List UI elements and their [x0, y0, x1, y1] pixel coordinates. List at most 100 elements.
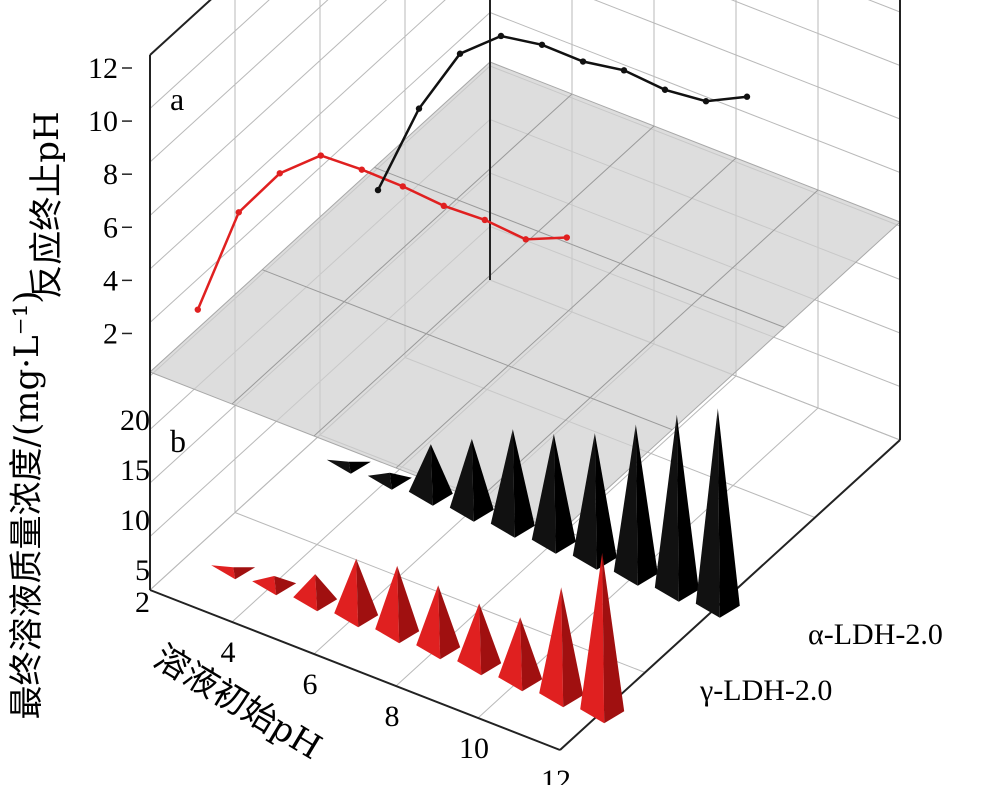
alpha-cone-shade	[512, 429, 535, 538]
rear-wall-hgrid	[593, 0, 901, 120]
series-label-alpha: α-LDH-2.0	[808, 618, 943, 651]
line-point	[522, 236, 529, 243]
x-tick-label: 4	[221, 636, 236, 669]
line-point	[620, 67, 628, 74]
plane-grid-x	[313, 125, 655, 437]
line-point	[399, 183, 406, 190]
line-point	[497, 32, 505, 40]
line-point	[579, 58, 587, 65]
gamma-cone	[334, 558, 359, 628]
panel-a-z-tick-label: 6	[103, 211, 118, 244]
alpha-cone	[490, 429, 515, 538]
alpha-cone-shade	[471, 438, 494, 522]
x-tick-label: 10	[459, 732, 489, 765]
panel-b-cones	[211, 408, 740, 724]
alpha-cone-shade	[676, 414, 699, 602]
gamma-cone	[580, 552, 605, 724]
line-point	[317, 152, 324, 159]
plane-grid-x	[477, 189, 819, 501]
left-wall-hgrid	[149, 12, 491, 323]
frame-edge	[149, 589, 561, 751]
gamma-line	[196, 154, 567, 311]
gamma-cone-shade	[520, 617, 543, 692]
panel-a-z-tick-label: 8	[103, 158, 118, 191]
panel-a-z-axis-label: 反应终止pH	[27, 111, 67, 298]
alpha-cone-shade	[594, 433, 617, 570]
gamma-cone-shade	[274, 576, 297, 596]
line-point	[661, 86, 669, 93]
gamma-cone-shade	[602, 552, 625, 724]
gamma-cone	[252, 576, 277, 596]
alpha-cone-shade	[348, 461, 371, 474]
gamma-cone	[375, 565, 400, 644]
floor-tick-label: 2	[135, 586, 150, 619]
line-point	[415, 105, 423, 112]
panel-a-z-tick-label: 12	[88, 52, 118, 85]
left-wall-hgrid	[149, 0, 329, 163]
gamma-cone	[457, 603, 482, 676]
x-tick-label: 8	[385, 700, 400, 733]
line-point	[702, 98, 710, 105]
line-point	[194, 306, 201, 313]
gamma-cone-shade	[438, 585, 461, 660]
series-label-gamma: γ-LDH-2.0	[699, 674, 832, 707]
alpha-cone	[408, 444, 433, 506]
frame-edge	[149, 0, 212, 56]
panel-a-label: a	[170, 81, 184, 117]
line-point	[358, 166, 365, 173]
line-point	[743, 93, 751, 100]
plane-grid-x	[395, 157, 737, 469]
plane-grid-x	[231, 93, 573, 405]
left-wall-hgrid	[149, 0, 446, 270]
alpha-cone-shade	[389, 472, 412, 490]
plane-grid-y	[262, 269, 673, 431]
line-point	[456, 50, 464, 57]
alpha-cone	[613, 424, 638, 586]
left-wall-hgrid	[149, 0, 270, 109]
line-point	[481, 216, 488, 224]
rear-wall-hgrid	[730, 0, 901, 66]
panel-a-lines	[194, 32, 751, 313]
gamma-cone-shade	[356, 558, 379, 628]
alpha-cone-shade	[553, 433, 576, 554]
x-tick-label: 12	[541, 764, 571, 785]
alpha-cone	[572, 433, 597, 570]
alpha-cone-shade	[430, 444, 453, 506]
alpha-cone	[367, 472, 392, 490]
gamma-cone-shade	[561, 587, 584, 708]
gamma-cone	[211, 565, 236, 580]
gamma-cone	[498, 617, 523, 692]
line-point	[440, 202, 447, 210]
line-point	[563, 234, 570, 241]
alpha-line	[376, 34, 748, 191]
line-point	[276, 170, 283, 177]
alpha-cone-shade	[635, 424, 658, 586]
x-axis-label: 溶液初始pH	[147, 637, 328, 768]
gamma-cone-shade	[315, 574, 338, 612]
panel-a-z-tick-label: 10	[88, 105, 118, 138]
separator-plane	[149, 61, 901, 533]
line-point	[538, 41, 546, 48]
alpha-cone-shade	[717, 408, 740, 618]
rear-wall-hgrid	[489, 12, 901, 173]
gamma-cone	[293, 574, 318, 612]
gamma-cone	[539, 587, 564, 708]
rear-wall-hgrid	[867, 0, 901, 13]
alpha-cone	[695, 408, 720, 618]
panel-a-z-tick-label: 2	[103, 317, 118, 350]
alpha-cone	[654, 414, 679, 602]
left-wall-hgrid	[149, 0, 388, 216]
panel-b-z-tick-label: 10	[120, 504, 150, 537]
panel-b-z-tick-label: 20	[120, 404, 150, 437]
panel-b-label: b	[170, 423, 186, 459]
gamma-cone	[416, 585, 441, 660]
panel-a-z-tick-label: 4	[103, 264, 118, 297]
gamma-cone-shade	[479, 603, 502, 676]
line-point	[374, 186, 382, 194]
tick-labels: 2 4 6 8 10 12 5 10 15 20 2 4 6 8 10 12	[88, 52, 571, 785]
alpha-cone	[326, 459, 351, 474]
alpha-cone	[531, 433, 556, 554]
panel-b-z-tick-label: 5	[135, 554, 150, 587]
line-point	[235, 209, 242, 216]
